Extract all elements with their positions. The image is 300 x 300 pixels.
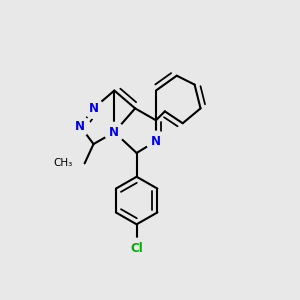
Text: N: N: [109, 126, 119, 139]
Circle shape: [127, 238, 146, 258]
Circle shape: [146, 131, 166, 151]
Circle shape: [84, 99, 103, 118]
Text: N: N: [75, 120, 85, 133]
Text: CH₃: CH₃: [53, 158, 73, 168]
Text: Cl: Cl: [130, 242, 143, 255]
Text: N: N: [151, 135, 161, 148]
Text: N: N: [88, 102, 98, 115]
Circle shape: [104, 122, 124, 142]
Circle shape: [70, 116, 90, 136]
